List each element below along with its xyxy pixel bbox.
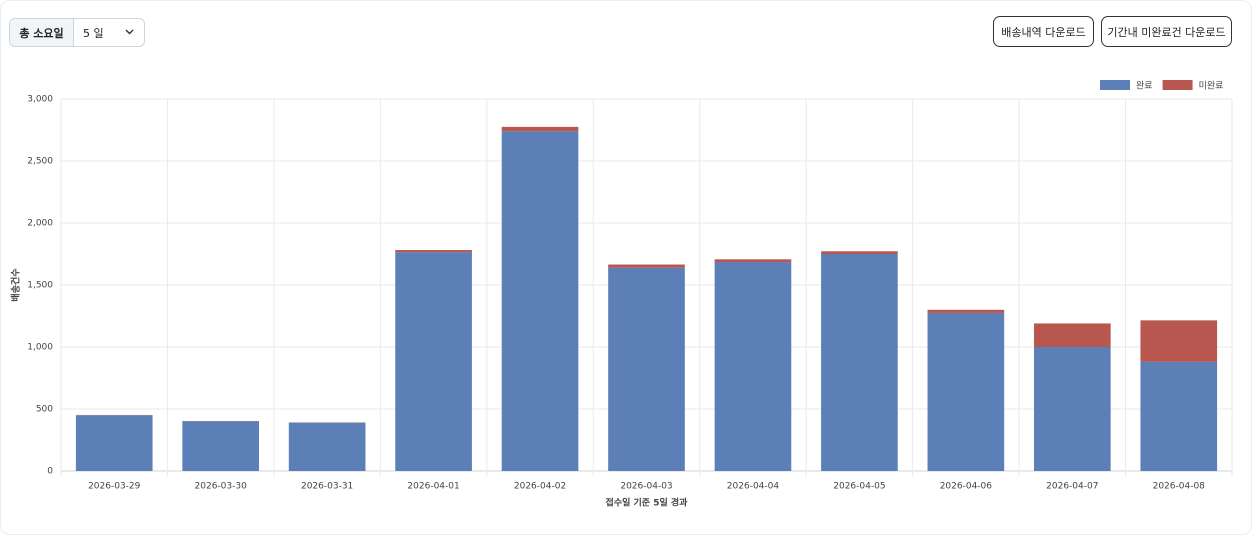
y-axis-title: 배송건수 xyxy=(10,268,22,301)
bar-segment xyxy=(714,262,792,471)
x-tick-label: 2026-04-08 xyxy=(1153,482,1206,492)
y-tick-label: 500 xyxy=(36,405,53,415)
bar-segment xyxy=(182,421,260,471)
chevron xyxy=(125,29,134,35)
bar-segment xyxy=(1140,320,1218,362)
bar-segment xyxy=(821,251,898,254)
period-select[interactable]: 총 소요일 5 일 xyxy=(9,18,145,47)
y-tick-label: 1,000 xyxy=(27,343,53,353)
bar-segment xyxy=(1033,347,1111,471)
bar-segment xyxy=(395,252,472,471)
y-tick-label: 2,500 xyxy=(27,157,53,167)
x-tick-label: 2026-04-04 xyxy=(727,482,780,492)
bar-segment xyxy=(1140,361,1218,471)
bar-segment xyxy=(1033,323,1111,347)
x-tick-label: 2026-03-30 xyxy=(195,482,248,492)
x-tick-label: 2026-04-01 xyxy=(407,482,459,492)
x-tick-label: 2026-04-07 xyxy=(1046,482,1098,492)
bar-segment xyxy=(927,309,1005,313)
bar-segment xyxy=(714,259,792,263)
x-tick-label: 2026-04-02 xyxy=(514,482,566,492)
legend-label: 미완료 xyxy=(1199,81,1224,92)
x-tick-label: 2026-03-31 xyxy=(301,482,353,492)
x-tick-label: 2026-03-29 xyxy=(88,482,141,492)
bar-segment xyxy=(927,312,1005,471)
y-tick-label: 3,000 xyxy=(27,95,53,105)
y-tick-label: 1,500 xyxy=(27,281,53,291)
y-tick-label: 0 xyxy=(47,467,53,477)
download-button[interactable]: 배송내역 다운로드 xyxy=(993,16,1094,47)
x-axis-title: 접수일 기준 5일 경과 xyxy=(606,497,689,509)
bar-segment xyxy=(288,422,366,471)
x-tick-label: 2026-04-03 xyxy=(620,482,672,492)
select-value-text: 5 일 xyxy=(83,26,104,40)
bar-segment xyxy=(501,126,579,132)
bar-segment xyxy=(608,267,685,471)
x-tick-label: 2026-04-05 xyxy=(833,482,885,492)
select-value[interactable]: 5 일 xyxy=(74,19,144,46)
bar-segment xyxy=(821,254,898,471)
x-tick-label: 2026-04-06 xyxy=(940,482,993,492)
bar-segment xyxy=(608,264,685,268)
legend-swatch xyxy=(1100,80,1130,90)
bar-segment xyxy=(501,131,579,472)
legend-label: 완료 xyxy=(1136,81,1153,92)
bar-segment xyxy=(75,415,153,471)
legend-swatch xyxy=(1162,80,1193,90)
select-label: 총 소요일 xyxy=(10,19,74,46)
y-tick-label: 2,000 xyxy=(27,219,53,229)
bar-segment xyxy=(395,250,472,253)
download-button[interactable]: 기간내 미완료건 다운로드 xyxy=(1101,16,1232,47)
